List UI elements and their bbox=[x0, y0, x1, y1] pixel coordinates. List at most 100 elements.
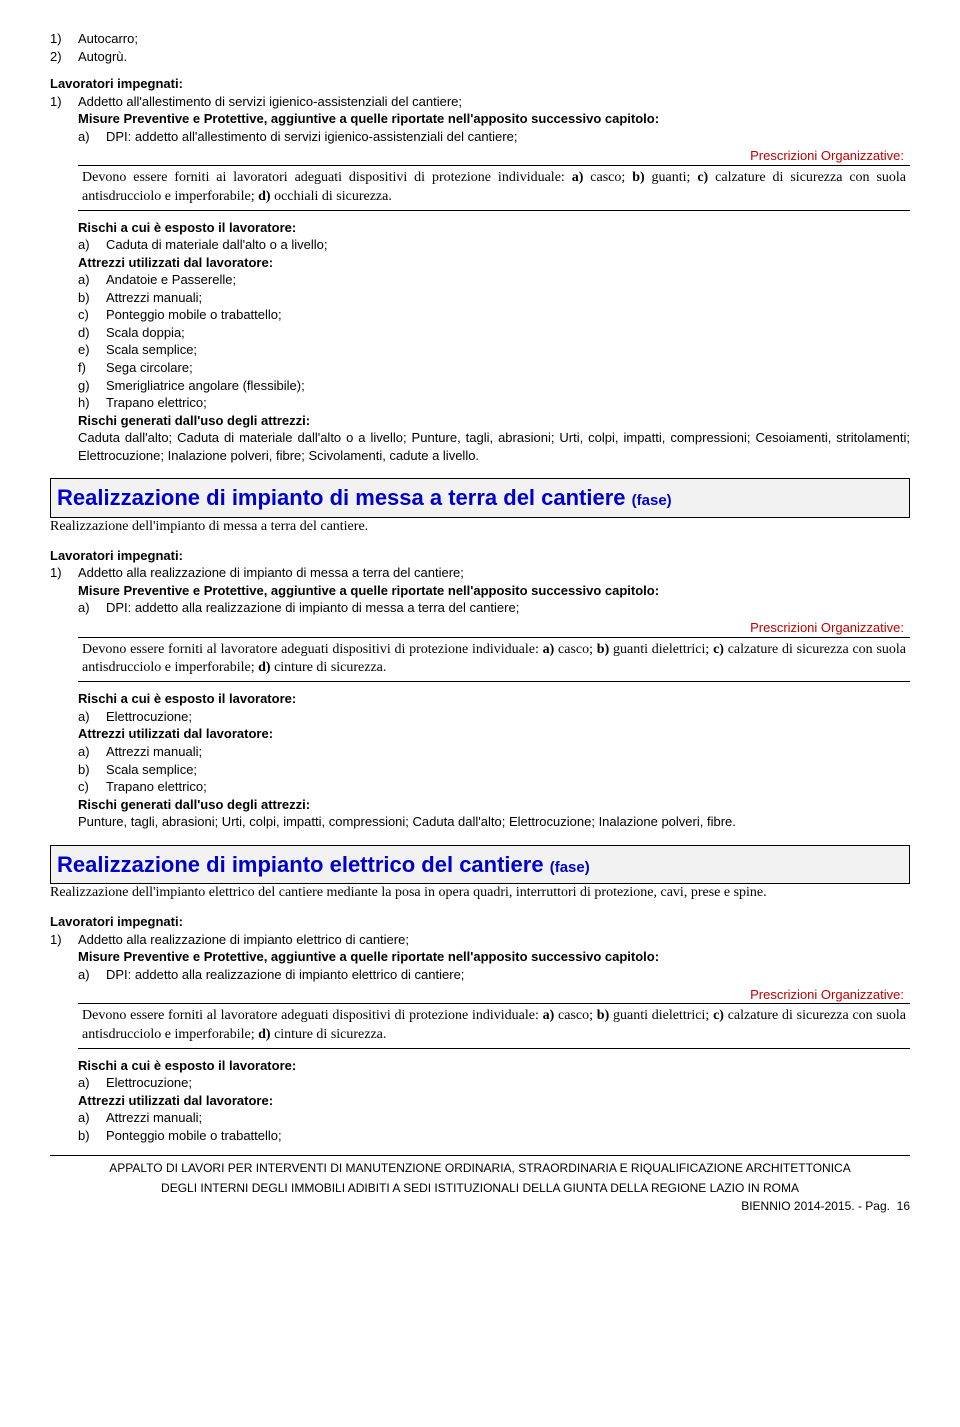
list-num: b) bbox=[78, 289, 106, 307]
list-text: Elettrocuzione; bbox=[106, 1075, 192, 1090]
list-num: 2) bbox=[50, 48, 78, 66]
rischi-header: Rischi a cui è esposto il lavoratore: bbox=[50, 690, 910, 708]
list-item: a)DPI: addetto all'allestimento di servi… bbox=[50, 128, 910, 146]
list-item: 1)Addetto all'allestimento di servizi ig… bbox=[50, 93, 910, 111]
section-title-text: Realizzazione di impianto elettrico del … bbox=[57, 852, 544, 877]
lavoratori-header: Lavoratori impegnati: bbox=[50, 913, 910, 931]
attrezzi-header: Attrezzi utilizzati dal lavoratore: bbox=[50, 1092, 910, 1110]
lavoratori-header: Lavoratori impegnati: bbox=[50, 75, 910, 93]
list-item: h)Trapano elettrico; bbox=[50, 394, 910, 412]
rischi-header: Rischi a cui è esposto il lavoratore: bbox=[50, 219, 910, 237]
prescr-b-t: guanti; bbox=[645, 170, 698, 185]
section-sub: Realizzazione dell'impianto elettrico de… bbox=[50, 884, 910, 903]
list-text: Sega circolare; bbox=[106, 360, 193, 375]
list-text: DPI: addetto all'allestimento di servizi… bbox=[106, 129, 517, 144]
list-item: a)Elettrocuzione; bbox=[50, 708, 910, 726]
list-text: Autocarro; bbox=[78, 31, 138, 46]
prescrizioni-label: Prescrizioni Organizzative: bbox=[50, 619, 910, 637]
prescr-d-t: occhiali di sicurezza. bbox=[271, 189, 392, 204]
list-num: e) bbox=[78, 341, 106, 359]
misure-header: Misure Preventive e Protettive, aggiunti… bbox=[50, 110, 910, 128]
prescr-text: Devono essere forniti ai lavoratori adeg… bbox=[82, 170, 572, 185]
list-text: Caduta di materiale dall'alto o a livell… bbox=[106, 237, 327, 252]
prescr-b-t: guanti dielettrici; bbox=[609, 642, 713, 657]
list-text: Addetto alla realizzazione di impianto e… bbox=[78, 932, 409, 947]
list-num: a) bbox=[78, 743, 106, 761]
section-title: Realizzazione di impianto elettrico del … bbox=[50, 845, 910, 885]
footer-line3: BIENNIO 2014-2015. - Pag. bbox=[741, 1199, 890, 1213]
rgen-body: Punture, tagli, abrasioni; Urti, colpi, … bbox=[50, 813, 910, 831]
list-text: Elettrocuzione; bbox=[106, 709, 192, 724]
prescrizioni-label: Prescrizioni Organizzative: bbox=[50, 147, 910, 165]
rischi-header: Rischi a cui è esposto il lavoratore: bbox=[50, 1057, 910, 1075]
list-text: Autogrù. bbox=[78, 49, 127, 64]
list-num: a) bbox=[78, 128, 106, 146]
list-num: a) bbox=[78, 1109, 106, 1127]
prescr-a: a) bbox=[543, 642, 555, 657]
attrezzi-header: Attrezzi utilizzati dal lavoratore: bbox=[50, 254, 910, 272]
list-num: g) bbox=[78, 377, 106, 395]
prescr-d-t: cinture di sicurezza. bbox=[271, 1027, 387, 1042]
prescr-b-t: guanti dielettrici; bbox=[609, 1008, 713, 1023]
list-num: 1) bbox=[50, 30, 78, 48]
list-text: Addetto alla realizzazione di impianto d… bbox=[78, 565, 464, 580]
list-text: Andatoie e Passerelle; bbox=[106, 272, 236, 287]
list-item: 1)Autocarro; bbox=[50, 30, 910, 48]
list-text: Trapano elettrico; bbox=[106, 395, 207, 410]
prescr-a: a) bbox=[543, 1008, 555, 1023]
list-text: Attrezzi manuali; bbox=[106, 1110, 202, 1125]
misure-header: Misure Preventive e Protettive, aggiunti… bbox=[50, 582, 910, 600]
list-num: a) bbox=[78, 599, 106, 617]
list-item: 2)Autogrù. bbox=[50, 48, 910, 66]
list-text: DPI: addetto alla realizzazione di impia… bbox=[106, 600, 519, 615]
rgen-header: Rischi generati dall'uso degli attrezzi: bbox=[50, 796, 910, 814]
attrezzi-header: Attrezzi utilizzati dal lavoratore: bbox=[50, 725, 910, 743]
list-item: a)Andatoie e Passerelle; bbox=[50, 271, 910, 289]
list-text: Attrezzi manuali; bbox=[106, 290, 202, 305]
prescrizioni-box: Devono essere forniti al lavoratore adeg… bbox=[78, 1003, 910, 1049]
list-item: e)Scala semplice; bbox=[50, 341, 910, 359]
list-num: f) bbox=[78, 359, 106, 377]
rgen-header: Rischi generati dall'uso degli attrezzi: bbox=[50, 412, 910, 430]
rgen-body: Caduta dall'alto; Caduta di materiale da… bbox=[50, 429, 910, 464]
list-item: g)Smerigliatrice angolare (flessibile); bbox=[50, 377, 910, 395]
list-item: b)Ponteggio mobile o trabattello; bbox=[50, 1127, 910, 1145]
list-text: Attrezzi manuali; bbox=[106, 744, 202, 759]
list-num: d) bbox=[78, 324, 106, 342]
list-text: Ponteggio mobile o trabattello; bbox=[106, 307, 282, 322]
list-num: a) bbox=[78, 236, 106, 254]
section-sub: Realizzazione dell'impianto di messa a t… bbox=[50, 518, 910, 537]
list-num: a) bbox=[78, 271, 106, 289]
list-num: 1) bbox=[50, 564, 78, 582]
prescrizioni-box: Devono essere forniti ai lavoratori adeg… bbox=[78, 165, 910, 211]
list-num: a) bbox=[78, 966, 106, 984]
list-num: 1) bbox=[50, 931, 78, 949]
list-num: 1) bbox=[50, 93, 78, 111]
section-title: Realizzazione di impianto di messa a ter… bbox=[50, 478, 910, 518]
list-item: a)Attrezzi manuali; bbox=[50, 1109, 910, 1127]
misure-header: Misure Preventive e Protettive, aggiunti… bbox=[50, 948, 910, 966]
list-item: a)Attrezzi manuali; bbox=[50, 743, 910, 761]
list-item: c)Ponteggio mobile o trabattello; bbox=[50, 306, 910, 324]
list-num: b) bbox=[78, 761, 106, 779]
prescr-d-t: cinture di sicurezza. bbox=[271, 660, 387, 675]
prescr-a-t: casco; bbox=[554, 642, 597, 657]
prescr-c: c) bbox=[713, 642, 724, 657]
prescr-a: a) bbox=[572, 170, 584, 185]
prescr-b: b) bbox=[597, 642, 609, 657]
prescrizioni-label: Prescrizioni Organizzative: bbox=[50, 986, 910, 1004]
list-text: Scala semplice; bbox=[106, 342, 197, 357]
section-title-text: Realizzazione di impianto di messa a ter… bbox=[57, 485, 626, 510]
list-text: Scala doppia; bbox=[106, 325, 185, 340]
footer-page: BIENNIO 2014-2015. - Pag. 16 bbox=[50, 1196, 910, 1214]
prescr-text: Devono essere forniti al lavoratore adeg… bbox=[82, 1008, 543, 1023]
list-item: d)Scala doppia; bbox=[50, 324, 910, 342]
footer-line2: DEGLI INTERNI DEGLI IMMOBILI ADIBITI A S… bbox=[50, 1176, 910, 1196]
list-text: Addetto all'allestimento di servizi igie… bbox=[78, 94, 462, 109]
list-num: c) bbox=[78, 306, 106, 324]
prescrizioni-box: Devono essere forniti al lavoratore adeg… bbox=[78, 637, 910, 683]
prescr-d: d) bbox=[258, 189, 270, 204]
list-text: DPI: addetto alla realizzazione di impia… bbox=[106, 967, 464, 982]
list-text: Trapano elettrico; bbox=[106, 779, 207, 794]
lavoratori-header: Lavoratori impegnati: bbox=[50, 547, 910, 565]
